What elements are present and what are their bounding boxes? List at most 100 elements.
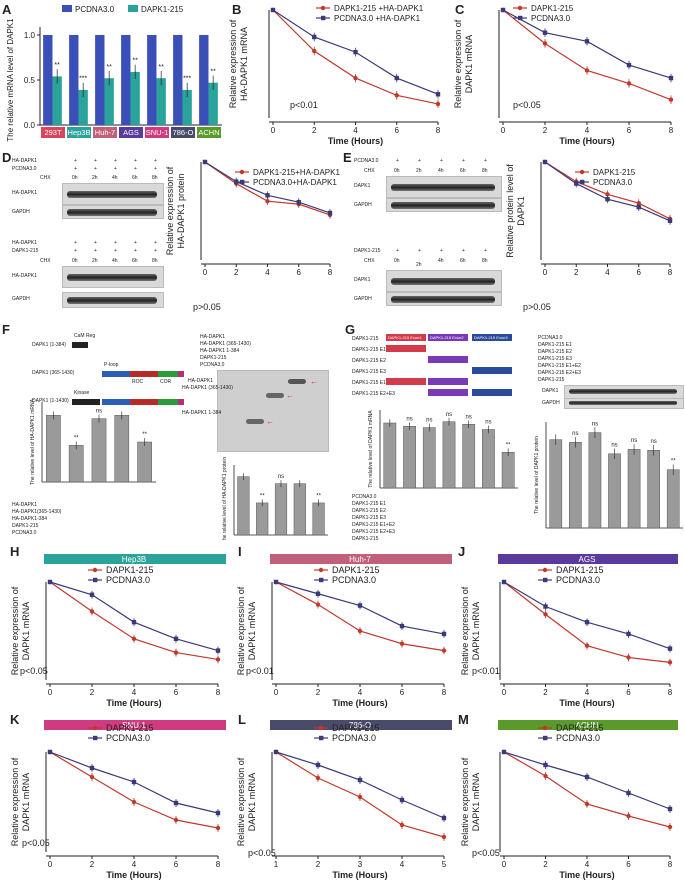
- data-point: [636, 200, 641, 206]
- y-axis-title: DAPK1 mRNA: [21, 602, 31, 661]
- blot-d-mark: +: [134, 158, 137, 164]
- g-construct-label: DAPK1-215: [352, 336, 379, 342]
- data-point: [89, 592, 95, 597]
- x-tick-label: 6: [174, 860, 179, 869]
- blot-d: HA-DAPK1 + + + + + PCDNA3.0 + + + + + CH…: [12, 158, 164, 320]
- y-axis-title: The relative level of DAPK1 protein: [534, 436, 540, 514]
- chart-l-line: 786-O 1 2 3 4 5 Time (Hours) Relative expressio…: [236, 720, 452, 880]
- data-point: [626, 813, 631, 819]
- f-gel-row: HA-DAPK1 1-384: [200, 348, 240, 354]
- x-tick-label: 4: [358, 688, 363, 697]
- chart-i-line: Huh-7 0 2 4 6 8 Time (Hours) Relative expressio…: [236, 554, 452, 708]
- blot-e-time: 2h: [416, 262, 422, 268]
- data-point: [215, 810, 221, 816]
- significance-label: ns: [426, 418, 432, 424]
- x-tick-label: 4: [585, 126, 590, 135]
- chart-f2-bar: ** ns ** The relative level of HA-DAPK1 pro…: [222, 457, 328, 540]
- data-point: [605, 197, 610, 202]
- title-bar: [498, 554, 678, 564]
- blot-d-mark: +: [134, 166, 137, 172]
- y-axis-title: DAPK1 mRNA: [247, 602, 257, 661]
- blot-e-time: 2h: [416, 168, 422, 174]
- x-tick-label: 8: [668, 688, 673, 697]
- blot-d-time: 0h: [72, 175, 78, 181]
- bar: [647, 450, 660, 529]
- blot-d-time: 6h: [132, 175, 138, 181]
- x-tick-label: 4: [132, 860, 137, 869]
- data-point: [296, 199, 301, 205]
- panel-letter-g: G: [345, 322, 356, 337]
- g-row-label: DAPK1-215 E2: [538, 349, 572, 355]
- x-tick-label: 6: [627, 126, 632, 135]
- blot-e-mark: +: [462, 158, 465, 164]
- bar-dapk1-215: [182, 89, 192, 125]
- data-point: [357, 628, 363, 634]
- panel-letter-i: I: [238, 544, 242, 559]
- category-label: ACHN: [198, 128, 219, 137]
- data-point: [327, 210, 333, 216]
- data-point: [441, 834, 447, 840]
- bar-dapk1-215: [104, 78, 114, 125]
- p-value: p<0.01: [472, 666, 500, 676]
- data-point: [394, 75, 399, 81]
- bar-dapk1-215: [130, 71, 140, 125]
- x-axis-title: Time (Hours): [328, 136, 383, 146]
- x-tick-label: 2: [234, 268, 239, 277]
- blot-d-mark: +: [94, 240, 97, 246]
- x-tick-label: 0: [48, 860, 53, 869]
- x-tick-label: 0: [502, 688, 507, 697]
- x-axis-title: Time (Hours): [332, 870, 387, 880]
- data-point: [574, 181, 579, 186]
- g-exon-label: DAPK1-215 Exon1: [388, 335, 422, 340]
- significance-label: ns: [278, 474, 284, 480]
- data-point: [202, 159, 208, 165]
- bar: [422, 427, 436, 489]
- f-gel-row: HA-DAPK1 (365-1430): [200, 341, 251, 347]
- bar-pcdna3: [199, 35, 209, 125]
- legend-label: DAPK1-215: [593, 168, 636, 177]
- bar: [46, 415, 61, 483]
- f-domain-bar: [158, 371, 178, 377]
- bar: [549, 439, 563, 529]
- data-point: [357, 794, 363, 800]
- y-tick-label: 0.5: [24, 76, 36, 85]
- x-tick-label: 0: [48, 688, 53, 697]
- p-value: p>0.05: [523, 302, 551, 312]
- blot-d-mark: +: [94, 158, 97, 164]
- f-domain-bar: [178, 399, 184, 405]
- data-point: [626, 62, 632, 68]
- blot-e-mark: +: [462, 248, 465, 254]
- y-axis-title: The relative level of DAPK1 mRNA: [368, 410, 374, 488]
- data-point: [265, 193, 270, 198]
- significance-label: ns: [406, 416, 412, 422]
- g-row-label: DAPK1-215 E1: [538, 342, 572, 348]
- chart-k-line: SNU-1 0 2 4 6 8 Time (Hours) Relative expressio…: [10, 720, 226, 880]
- f-gel-band-label: HA-DAPK1 1-384: [182, 410, 222, 416]
- chart-g2-bar: ns ns ns ns ns ** The relative level of DAPK1 …: [534, 421, 683, 529]
- data-point: [215, 648, 221, 653]
- blot-e-chx: CHX: [364, 168, 375, 174]
- significance-label: **: [74, 435, 79, 441]
- y-axis-title: Relative expression of: [236, 757, 246, 846]
- x-tick-label: 8: [442, 688, 447, 697]
- f-row-label: HA-DAPK1: [12, 502, 38, 508]
- blot-d-band-label: GAPDH: [12, 209, 30, 215]
- y-axis-title: Relative expression of: [165, 166, 175, 255]
- g-exon-bar: [386, 334, 426, 341]
- data-point: [667, 660, 673, 665]
- bar: [137, 441, 152, 483]
- blot-d-mark: +: [114, 166, 117, 172]
- data-point: [435, 92, 441, 97]
- legend-label: PCDNA3.0: [556, 575, 600, 585]
- g-exon-bar: [472, 367, 512, 374]
- data-point: [441, 648, 447, 653]
- f-domain-bar: [130, 371, 158, 377]
- g-row-label: DAPK1-215 E1: [352, 501, 386, 507]
- chart-h-line: Hep3B 0 2 4 6 8 Time (Hours) Relative expressio…: [10, 554, 226, 708]
- bar: [462, 424, 476, 489]
- legend-marker: [518, 15, 523, 21]
- blot-e-time: 0h: [394, 168, 400, 174]
- data-point: [47, 749, 53, 755]
- f-domain-label: Kinase: [74, 390, 90, 396]
